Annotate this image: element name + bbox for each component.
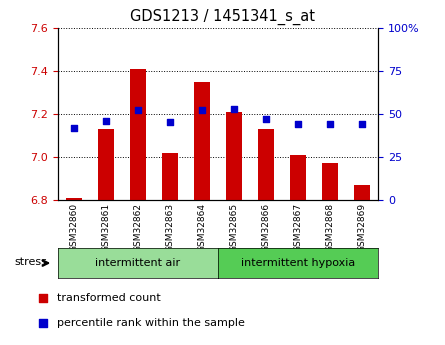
Point: [198, 108, 206, 113]
Bar: [98, 129, 114, 200]
Point: [231, 106, 238, 111]
Bar: [322, 164, 338, 200]
Text: GSM32864: GSM32864: [198, 203, 206, 252]
Text: GDS1213 / 1451341_s_at: GDS1213 / 1451341_s_at: [130, 9, 315, 25]
Bar: [66, 198, 82, 200]
Text: GSM32867: GSM32867: [294, 203, 303, 252]
Bar: [130, 69, 146, 200]
Text: GSM32862: GSM32862: [134, 203, 142, 252]
Text: GSM32860: GSM32860: [69, 203, 78, 252]
Bar: [226, 112, 242, 200]
Text: GSM32865: GSM32865: [230, 203, 239, 252]
Point: [102, 118, 109, 124]
Text: percentile rank within the sample: percentile rank within the sample: [57, 318, 245, 328]
Point: [70, 125, 77, 130]
Bar: [258, 129, 274, 200]
Text: GSM32869: GSM32869: [358, 203, 367, 252]
Text: stress: stress: [14, 257, 47, 267]
Text: GSM32863: GSM32863: [166, 203, 174, 252]
Text: transformed count: transformed count: [57, 293, 161, 303]
Point: [327, 121, 334, 127]
Text: GSM32868: GSM32868: [326, 203, 335, 252]
Point: [359, 121, 366, 127]
Bar: [354, 185, 370, 200]
Point: [40, 295, 47, 300]
Text: intermittent hypoxia: intermittent hypoxia: [241, 258, 355, 268]
Text: intermittent air: intermittent air: [95, 258, 181, 268]
Bar: [162, 152, 178, 200]
Point: [40, 321, 47, 326]
Bar: [194, 81, 210, 200]
Point: [263, 116, 270, 122]
Point: [295, 121, 302, 127]
Text: GSM32866: GSM32866: [262, 203, 271, 252]
Text: GSM32861: GSM32861: [101, 203, 110, 252]
Point: [166, 120, 174, 125]
Bar: [290, 155, 306, 200]
Point: [134, 108, 142, 113]
